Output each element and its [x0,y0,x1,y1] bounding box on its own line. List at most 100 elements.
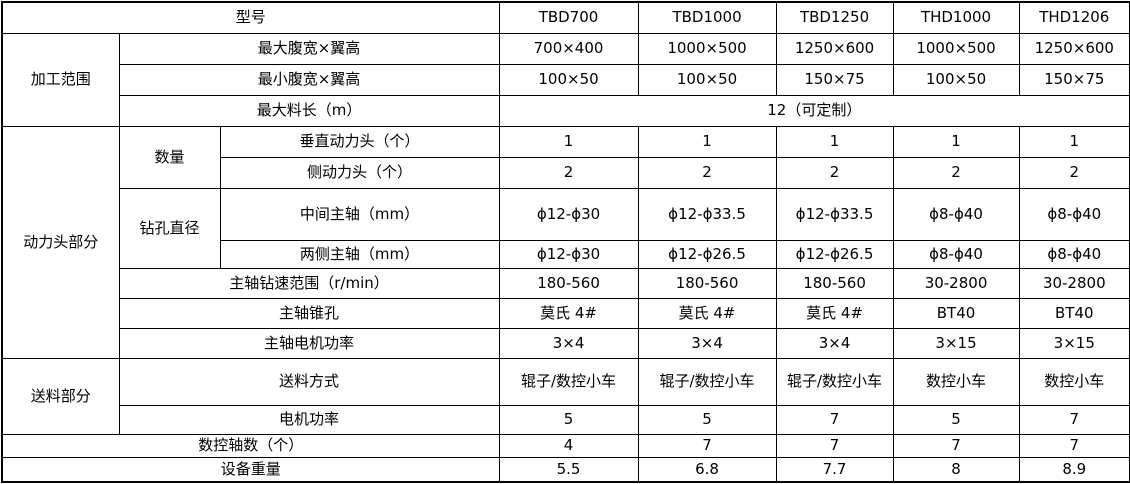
value-cell: 150×75 [775,63,894,96]
value-cell: 3×15 [892,327,1020,359]
value-cell: 1000×500 [892,32,1020,65]
row-label-motor-power: 电机功率 [118,404,500,435]
header-row: 型号 TBD700 TBD1000 TBD1250 THD1000 THD120… [1,1,1130,34]
value-cell: 180-560 [498,267,639,299]
row-side-head: 侧动力头（个） 2 2 2 2 2 [2,156,1130,189]
value-cell: 1000×500 [637,32,777,65]
header-model-label: 型号 [1,1,500,34]
value-cell: 100×50 [637,63,777,96]
row-label-cnc-axes: 数控轴数（个） [1,433,500,458]
row-label-max-web: 最大腹宽×翼高 [118,32,500,65]
value-cell: ϕ8-ϕ40 [1018,187,1130,241]
value-cell: 1 [775,125,894,158]
section-processing-range: 加工范围 [1,32,120,127]
value-cell: 6.8 [637,456,777,483]
value-cell: ϕ12-ϕ26.5 [637,239,777,269]
row-spindle-speed: 主轴钻速范围（r/min） 180-560 180-560 180-560 30… [2,267,1130,299]
value-cell: 莫氏 4# [637,297,777,329]
value-cell: BT40 [892,297,1020,329]
value-cell: 1 [637,125,777,158]
value-cell: 30-2800 [1018,267,1130,299]
value-cell: 1250×600 [1018,32,1130,65]
row-label-spindle-taper: 主轴锥孔 [118,297,500,329]
row-label-equipment-weight: 设备重量 [1,456,500,483]
value-cell: 5 [498,404,639,435]
value-cell: ϕ12-ϕ33.5 [775,187,894,241]
group-quantity: 数量 [118,125,221,189]
row-spindle-motor-power: 主轴电机功率 3×4 3×4 3×4 3×15 3×15 [2,327,1130,359]
value-cell: 7 [775,404,894,435]
model-header-tbd700: TBD700 [498,1,639,34]
row-label-spindle-motor-power: 主轴电机功率 [118,327,500,359]
value-cell-merged: 12（可定制） [498,94,1130,127]
value-cell: 100×50 [892,63,1020,96]
value-cell: 数控小车 [892,357,1020,406]
row-label-spindle-speed: 主轴钻速范围（r/min） [118,267,500,299]
value-cell: 180-560 [637,267,777,299]
row-label-feed-method: 送料方式 [118,357,500,406]
value-cell: 2 [892,156,1020,189]
value-cell: 1 [1018,125,1130,158]
row-label-min-web: 最小腹宽×翼高 [118,63,500,96]
model-header-thd1206: THD1206 [1018,1,1130,34]
value-cell: 8 [892,456,1020,483]
value-cell: 5.5 [498,456,639,483]
value-cell: 2 [498,156,639,189]
value-cell: 30-2800 [892,267,1020,299]
value-cell: 1 [498,125,639,158]
row-label-max-length: 最大料长（m） [118,94,500,127]
value-cell: 3×4 [637,327,777,359]
value-cell: ϕ12-ϕ26.5 [775,239,894,269]
value-cell: 8.9 [1018,456,1130,483]
value-cell: 辊子/数控小车 [775,357,894,406]
row-label-side-head: 侧动力头（个） [219,156,500,189]
value-cell: 100×50 [498,63,639,96]
value-cell: 3×4 [775,327,894,359]
section-power-head: 动力头部分 [1,125,120,359]
value-cell: 4 [498,433,639,458]
value-cell: 180-560 [775,267,894,299]
value-cell: 莫氏 4# [775,297,894,329]
value-cell: 7 [637,433,777,458]
value-cell: 数控小车 [1018,357,1130,406]
model-header-thd1000: THD1000 [892,1,1020,34]
value-cell: ϕ8-ϕ40 [892,239,1020,269]
row-max-web: 加工范围 最大腹宽×翼高 700×400 1000×500 1250×600 1… [1,32,1130,127]
value-cell: 700×400 [498,32,639,65]
row-vertical-head: 动力头部分 数量 垂直动力头（个） 1 1 1 1 1 [1,125,1130,359]
row-min-web: 最小腹宽×翼高 100×50 100×50 150×75 100×50 150×… [2,63,1130,96]
row-motor-power: 电机功率 5 5 7 5 7 [2,404,1130,435]
value-cell: 5 [637,404,777,435]
value-cell: 7.7 [775,456,894,483]
model-header-tbd1250: TBD1250 [775,1,894,34]
value-cell: ϕ8-ϕ40 [892,187,1020,241]
value-cell: 辊子/数控小车 [498,357,639,406]
value-cell: 2 [1018,156,1130,189]
row-equipment-weight: 设备重量 5.5 6.8 7.7 8 8.9 [1,456,1130,483]
group-drill-diameter: 钻孔直径 [118,187,221,269]
value-cell: 辊子/数控小车 [637,357,777,406]
model-header-tbd1000: TBD1000 [637,1,777,34]
value-cell: ϕ12-ϕ30 [498,187,639,241]
value-cell: 7 [775,433,894,458]
value-cell: 7 [892,433,1020,458]
value-cell: 2 [775,156,894,189]
row-feed-method: 送料部分 送料方式 辊子/数控小车 辊子/数控小车 辊子/数控小车 数控小车 数… [1,357,1130,435]
row-cnc-axes: 数控轴数（个） 4 7 7 7 7 [1,433,1130,458]
row-middle-spindle: 钻孔直径 中间主轴（mm） ϕ12-ϕ30 ϕ12-ϕ33.5 ϕ12-ϕ33.… [2,187,1130,269]
value-cell: 莫氏 4# [498,297,639,329]
value-cell: 3×15 [1018,327,1130,359]
value-cell: 1 [892,125,1020,158]
row-label-both-side-spindle: 两侧主轴（mm） [219,239,500,269]
row-max-length: 最大料长（m） 12（可定制） [2,94,1130,127]
value-cell: 7 [1018,404,1130,435]
value-cell: 3×4 [498,327,639,359]
value-cell: ϕ12-ϕ30 [498,239,639,269]
row-spindle-taper: 主轴锥孔 莫氏 4# 莫氏 4# 莫氏 4# BT40 BT40 [2,297,1130,329]
value-cell: 1250×600 [775,32,894,65]
value-cell: ϕ12-ϕ33.5 [637,187,777,241]
section-feeding: 送料部分 [1,357,120,435]
value-cell: 7 [1018,433,1130,458]
